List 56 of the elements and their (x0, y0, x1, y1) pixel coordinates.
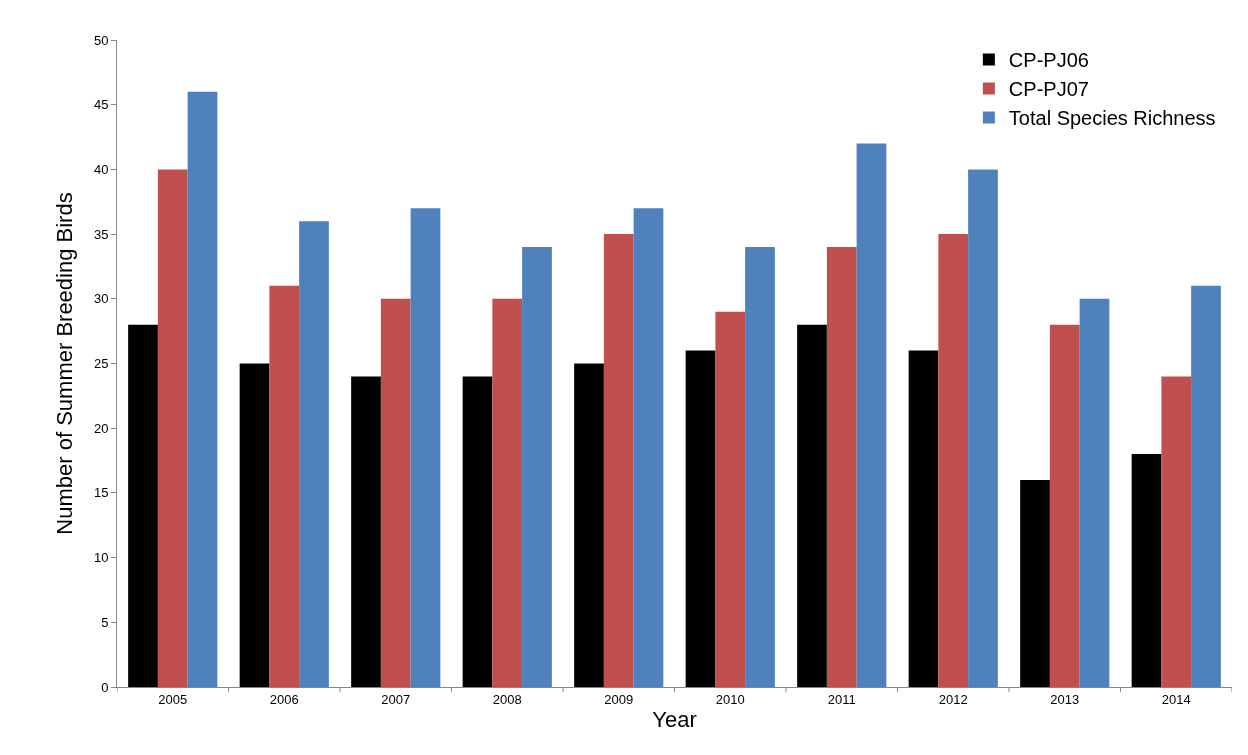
x-tick-label: 2013 (1050, 691, 1080, 707)
bar (1020, 479, 1050, 687)
y-tick-label: 15 (93, 485, 109, 501)
x-tick-label: 2005 (158, 691, 188, 707)
bar (239, 363, 270, 687)
y-tick-label: 25 (93, 356, 109, 372)
x-tick-label: 2008 (492, 691, 522, 707)
y-axis-title: Number of Summer Breeding Birds (51, 192, 77, 535)
bar (299, 221, 329, 687)
bar (380, 298, 411, 687)
bar (1049, 324, 1080, 687)
y-tick-label: 40 (93, 161, 109, 177)
x-tick-label: 2009 (604, 691, 634, 707)
y-tick-label: 45 (93, 97, 109, 113)
bar (797, 324, 827, 687)
bar (603, 234, 634, 687)
bar (187, 91, 218, 687)
bar (685, 350, 716, 687)
x-tick-label: 2007 (381, 691, 411, 707)
legend-label: CP-PJ06 (1008, 49, 1089, 72)
y-tick-label: 10 (93, 550, 109, 566)
bar (968, 169, 998, 687)
legend-label: CP-PJ07 (1008, 78, 1089, 101)
bar (351, 376, 381, 687)
y-tick-label: 30 (93, 291, 109, 307)
bar (522, 247, 552, 687)
x-tick-label: 2012 (938, 691, 968, 707)
bar (715, 311, 746, 687)
bar (492, 298, 523, 687)
bar (826, 247, 857, 687)
bar (1131, 454, 1162, 687)
x-axis-title: Year (652, 707, 697, 733)
y-tick-label: 0 (101, 679, 109, 695)
bar (938, 234, 969, 687)
y-tick-label: 35 (93, 226, 109, 242)
x-tick-label: 2014 (1161, 691, 1191, 707)
x-tick-label: 2006 (269, 691, 299, 707)
bar (462, 376, 493, 687)
bar (633, 208, 664, 687)
bar (745, 247, 775, 687)
bar (157, 169, 188, 687)
y-tick-label: 50 (93, 32, 109, 48)
bar (574, 363, 604, 687)
y-tick-label: 20 (93, 420, 109, 436)
bar (128, 324, 158, 687)
bar (1079, 298, 1110, 687)
bar (410, 208, 441, 687)
bar (1191, 285, 1221, 687)
y-tick-label: 5 (101, 614, 109, 630)
bar (269, 285, 300, 687)
x-tick-label: 2011 (827, 691, 856, 707)
bar (856, 143, 887, 687)
bar (1161, 376, 1192, 687)
legend-label: Total Species Richness (1008, 107, 1216, 130)
x-tick-label: 2010 (715, 691, 745, 707)
bar (908, 350, 939, 687)
